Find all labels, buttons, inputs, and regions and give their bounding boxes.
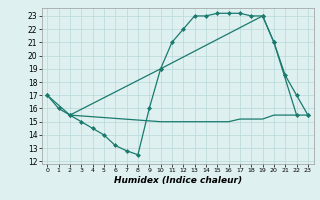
X-axis label: Humidex (Indice chaleur): Humidex (Indice chaleur) xyxy=(114,176,242,185)
